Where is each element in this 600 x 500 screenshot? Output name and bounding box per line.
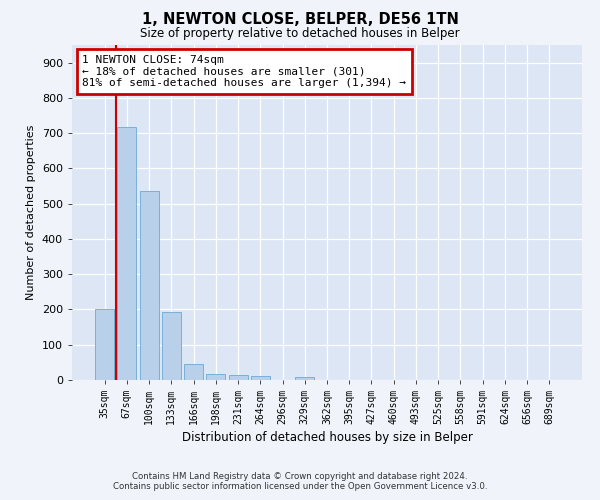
- Bar: [295, 377, 314, 380]
- Text: Contains HM Land Registry data © Crown copyright and database right 2024.
Contai: Contains HM Land Registry data © Crown c…: [113, 472, 487, 491]
- Bar: [140, 192, 158, 380]
- Y-axis label: Number of detached properties: Number of detached properties: [26, 125, 36, 300]
- Text: Size of property relative to detached houses in Belper: Size of property relative to detached ho…: [140, 28, 460, 40]
- Bar: [206, 374, 225, 380]
- X-axis label: Distribution of detached houses by size in Belper: Distribution of detached houses by size …: [182, 431, 472, 444]
- Bar: [95, 310, 114, 380]
- Bar: [118, 127, 136, 380]
- Bar: [162, 312, 181, 380]
- Bar: [184, 364, 203, 380]
- Bar: [229, 376, 248, 380]
- Bar: [251, 376, 270, 380]
- Text: 1 NEWTON CLOSE: 74sqm
← 18% of detached houses are smaller (301)
81% of semi-det: 1 NEWTON CLOSE: 74sqm ← 18% of detached …: [82, 55, 406, 88]
- Text: 1, NEWTON CLOSE, BELPER, DE56 1TN: 1, NEWTON CLOSE, BELPER, DE56 1TN: [142, 12, 458, 28]
